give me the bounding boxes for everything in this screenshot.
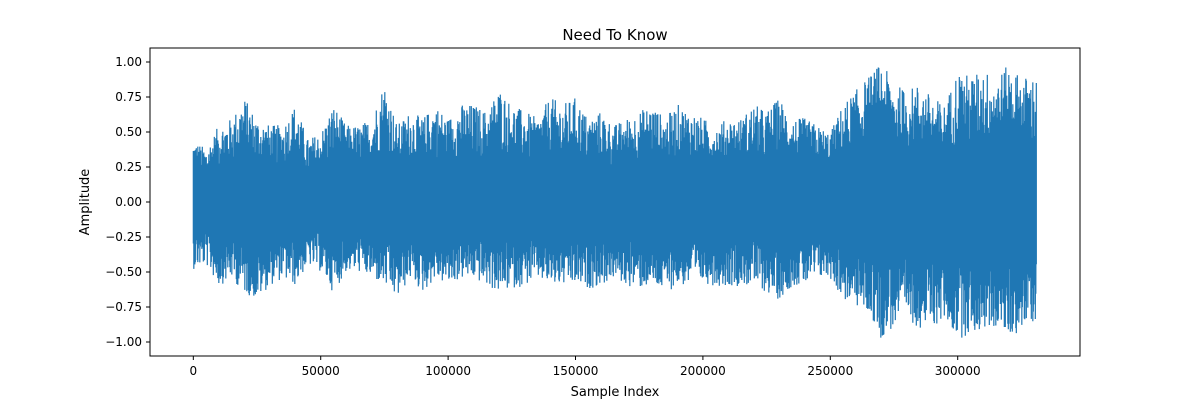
y-axis: −1.00 −0.75 −0.50 −0.25 0.00 0.25 0.50 0.75 1.00 xyxy=(105,55,150,349)
y-tick-label: −0.50 xyxy=(105,265,142,279)
y-tick-label: 0.25 xyxy=(115,160,142,174)
y-tick-label: 0.50 xyxy=(115,125,142,139)
plot-area xyxy=(192,67,1037,338)
y-tick-label: −1.00 xyxy=(105,335,142,349)
x-tick-label: 100000 xyxy=(425,364,471,378)
x-axis-label: Sample Index xyxy=(571,385,660,400)
x-tick-label: 200000 xyxy=(680,364,726,378)
x-tick-label: 50000 xyxy=(302,364,340,378)
chart-title: Need To Know xyxy=(562,26,667,44)
x-axis: 0 50000 100000 150000 200000 250000 300000 xyxy=(189,356,981,378)
x-tick-label: 150000 xyxy=(553,364,599,378)
y-axis-label: Amplitude xyxy=(78,169,93,236)
y-tick-label: 0.00 xyxy=(115,195,142,209)
y-tick-label: −0.25 xyxy=(105,230,142,244)
y-tick-label: −0.75 xyxy=(105,300,142,314)
y-tick-label: 0.75 xyxy=(115,90,142,104)
y-tick-label: 1.00 xyxy=(115,55,142,69)
x-tick-label: 300000 xyxy=(935,364,981,378)
x-tick-label: 250000 xyxy=(807,364,853,378)
x-tick-label: 0 xyxy=(189,364,197,378)
waveform-series-line xyxy=(192,67,1037,338)
